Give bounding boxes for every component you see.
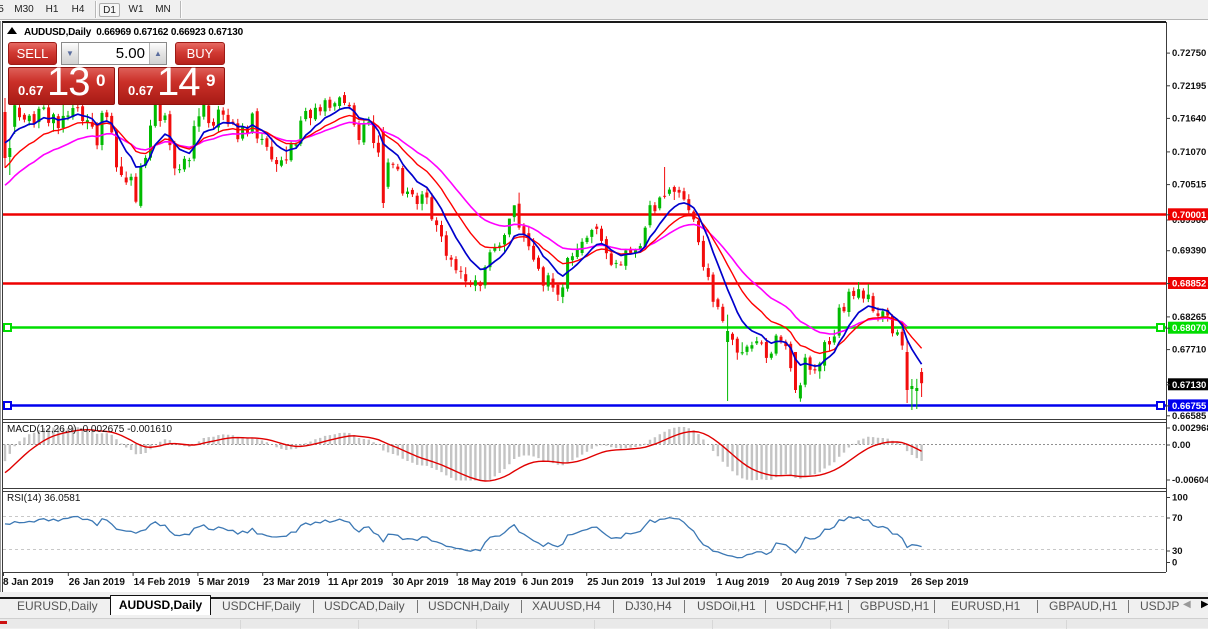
svg-text:7 Sep 2019: 7 Sep 2019 bbox=[846, 577, 898, 588]
svg-text:100: 100 bbox=[1172, 493, 1188, 504]
svg-text:-0.006042: -0.006042 bbox=[1172, 475, 1208, 486]
svg-text:0.71070: 0.71070 bbox=[1172, 147, 1206, 158]
svg-text:RSI(14) 36.0581: RSI(14) 36.0581 bbox=[7, 493, 81, 504]
svg-text:5 Mar 2019: 5 Mar 2019 bbox=[198, 577, 250, 588]
svg-text:0.70515: 0.70515 bbox=[1172, 180, 1207, 191]
svg-text:0.68265: 0.68265 bbox=[1172, 312, 1207, 323]
svg-text:30 Apr 2019: 30 Apr 2019 bbox=[393, 577, 449, 588]
svg-text:0.68070: 0.68070 bbox=[1172, 323, 1206, 334]
svg-text:18 May 2019: 18 May 2019 bbox=[458, 577, 517, 588]
svg-text:0.69960: 0.69960 bbox=[1172, 215, 1206, 226]
svg-text:0.69390: 0.69390 bbox=[1172, 246, 1206, 257]
svg-text:14 Feb 2019: 14 Feb 2019 bbox=[134, 577, 191, 588]
svg-text:23 Mar 2019: 23 Mar 2019 bbox=[263, 577, 320, 588]
svg-text:70: 70 bbox=[1172, 513, 1183, 524]
svg-text:0.66755: 0.66755 bbox=[1172, 401, 1207, 412]
svg-text:13 Jul 2019: 13 Jul 2019 bbox=[652, 577, 706, 588]
svg-text:0.72195: 0.72195 bbox=[1172, 81, 1207, 92]
svg-text:6 Jun 2019: 6 Jun 2019 bbox=[522, 577, 574, 588]
svg-text:25 Jun 2019: 25 Jun 2019 bbox=[587, 577, 644, 588]
svg-text:8 Jan 2019: 8 Jan 2019 bbox=[3, 577, 54, 588]
svg-text:11 Apr 2019: 11 Apr 2019 bbox=[328, 577, 384, 588]
svg-text:26 Sep 2019: 26 Sep 2019 bbox=[911, 577, 969, 588]
svg-text:0.67130: 0.67130 bbox=[1172, 380, 1206, 391]
svg-text:0.68852: 0.68852 bbox=[1172, 279, 1206, 290]
svg-text:0.70001: 0.70001 bbox=[1172, 210, 1207, 221]
svg-text:26 Jan 2019: 26 Jan 2019 bbox=[69, 577, 126, 588]
svg-text:0.00: 0.00 bbox=[1172, 440, 1191, 451]
svg-text:20 Aug 2019: 20 Aug 2019 bbox=[782, 577, 840, 588]
svg-text:30: 30 bbox=[1172, 546, 1183, 557]
svg-text:0.002968: 0.002968 bbox=[1172, 423, 1208, 434]
svg-text:0.67710: 0.67710 bbox=[1172, 345, 1206, 356]
svg-text:1 Aug 2019: 1 Aug 2019 bbox=[717, 577, 770, 588]
svg-text:0.66585: 0.66585 bbox=[1172, 411, 1207, 422]
svg-text:0.72750: 0.72750 bbox=[1172, 48, 1206, 59]
svg-text:0: 0 bbox=[1172, 558, 1177, 569]
svg-text:0.71640: 0.71640 bbox=[1172, 113, 1206, 124]
svg-text:MACD(12,26,9) -0.002675 -0.001: MACD(12,26,9) -0.002675 -0.001610 bbox=[7, 424, 173, 435]
